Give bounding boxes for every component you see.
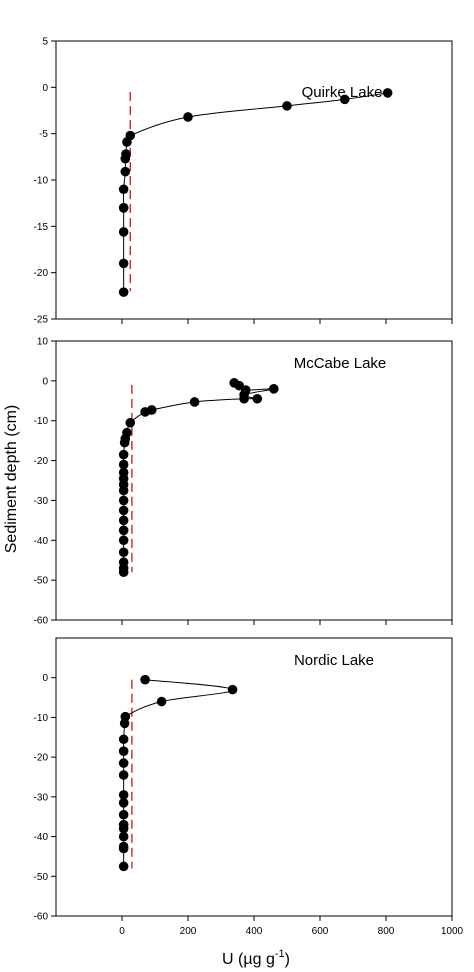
y-tick-label: -60	[34, 912, 49, 923]
x-axis-label: U (µg g-1)	[222, 948, 290, 968]
data-point	[118, 449, 129, 460]
y-tick-label: -20	[34, 268, 49, 279]
plot-frame	[55, 340, 453, 621]
x-axis-label-main: U (µg g	[222, 951, 275, 968]
x-tick-label: 800	[378, 926, 395, 937]
data-point	[252, 393, 263, 404]
data-point	[118, 746, 129, 756]
y-tick-label: -20	[34, 456, 49, 467]
data-point	[118, 547, 129, 558]
data-point	[118, 798, 129, 808]
data-point	[118, 831, 129, 842]
data-point	[118, 287, 129, 297]
y-tick-label: -10	[34, 713, 49, 724]
data-point	[118, 459, 129, 470]
data-point	[118, 258, 129, 269]
y-tick-label: -10	[34, 176, 49, 187]
x-tick-label: 0	[119, 926, 125, 937]
y-axis-label: Sediment depth (cm)	[3, 405, 20, 554]
x-axis-label-superscript: -1	[275, 948, 285, 960]
data-point	[118, 203, 129, 213]
data-point	[118, 809, 129, 820]
y-tick-label: -50	[34, 872, 49, 883]
data-point	[118, 184, 129, 195]
data-point	[120, 166, 131, 177]
data-point	[118, 770, 129, 780]
y-tick-label: -20	[34, 753, 49, 764]
y-tick-label: 0	[42, 83, 48, 94]
y-tick-label: -40	[34, 832, 49, 843]
data-point	[140, 407, 150, 417]
data-point	[339, 94, 350, 105]
x-tick-label: 400	[246, 926, 263, 937]
plot-frame	[55, 637, 453, 917]
y-tick-label: -15	[34, 222, 49, 233]
data-point	[118, 515, 129, 526]
data-point	[118, 525, 129, 536]
data-point	[183, 112, 193, 122]
y-tick-label: -30	[34, 792, 49, 803]
y-tick-label: -10	[34, 416, 49, 427]
data-point	[269, 384, 279, 394]
data-point	[118, 567, 129, 577]
data-point	[118, 843, 129, 854]
data-point	[119, 437, 130, 448]
data-point	[122, 137, 132, 147]
series-line	[121, 679, 234, 867]
data-point	[118, 758, 129, 768]
y-tick-label: -25	[34, 315, 49, 326]
data-point	[118, 734, 129, 745]
y-tick-label: 10	[37, 337, 49, 348]
x-axis-label-close: )	[285, 951, 290, 968]
data-point	[239, 393, 249, 404]
y-tick-label: -60	[34, 616, 49, 627]
data-point	[118, 495, 129, 506]
data-point	[282, 101, 292, 111]
y-tick-label: 5	[42, 37, 48, 48]
y-tick-label: -30	[34, 496, 49, 507]
chart-panel: 10 0 -10 -20 -30 -40 -50 -60 McCabe Lake	[34, 337, 453, 627]
y-tick-label: -50	[34, 576, 49, 587]
y-tick-label: 0	[42, 376, 48, 387]
panel-title: McCabe Lake	[294, 355, 387, 372]
data-point	[118, 790, 129, 800]
x-tick-label: 200	[180, 926, 197, 937]
data-point	[119, 718, 130, 729]
x-tick-label: 1000	[441, 926, 464, 937]
data-point	[118, 505, 129, 516]
plot-frame	[55, 40, 453, 320]
panel-title: Nordic Lake	[294, 652, 374, 669]
data-point	[120, 153, 131, 164]
y-tick-label: -5	[39, 129, 48, 140]
data-point	[125, 417, 136, 428]
data-point	[382, 88, 393, 98]
x-tick-label: 600	[312, 926, 329, 937]
data-point	[118, 861, 129, 872]
data-point	[118, 227, 129, 237]
series-line	[123, 92, 388, 293]
data-point	[118, 485, 129, 496]
chart-panel: 0 -10 -20 -30 -40 -50 -60 0 200 400 600 800 1000 Nord…	[34, 637, 464, 937]
data-point	[189, 397, 200, 407]
data-point	[118, 535, 129, 546]
data-point	[140, 674, 150, 685]
data-point	[156, 696, 167, 707]
data-point	[118, 823, 129, 834]
y-tick-label: 0	[42, 673, 48, 684]
y-tick-label: -40	[34, 536, 49, 547]
data-point	[227, 684, 238, 695]
